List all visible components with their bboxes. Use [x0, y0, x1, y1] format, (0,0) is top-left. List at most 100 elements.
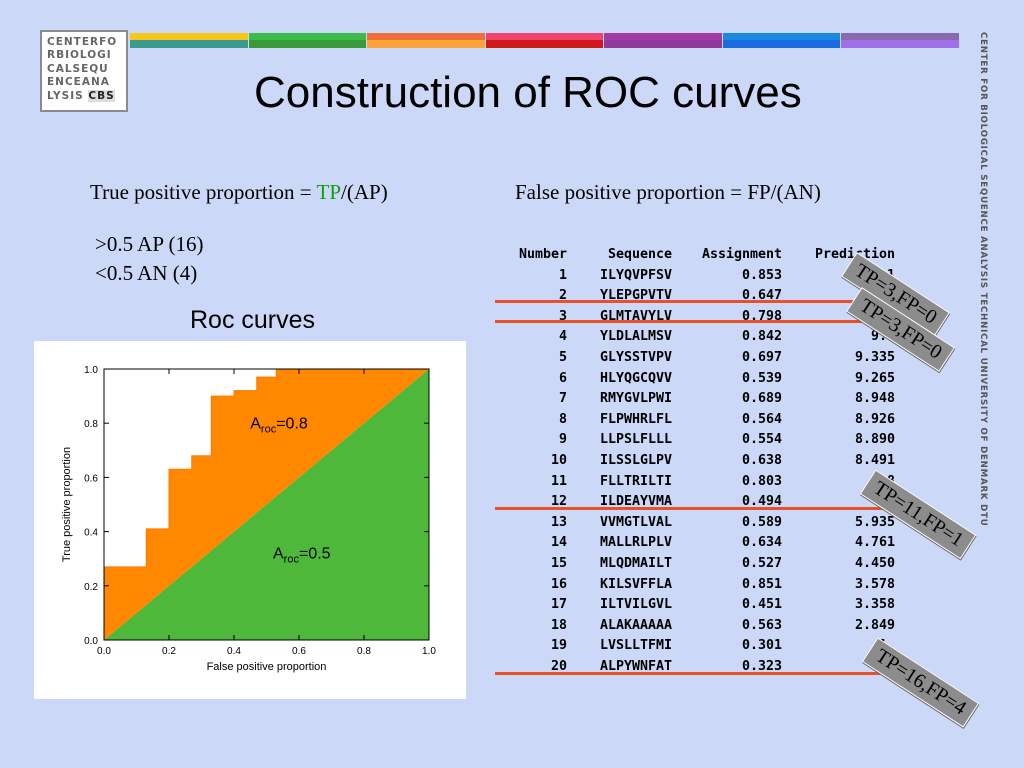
- an-count: <0.5 AN (4): [95, 261, 198, 285]
- auc-annotation-base: A: [273, 546, 284, 563]
- table-cell: FLPWHRLFL: [599, 411, 672, 427]
- color-stripe: [722, 33, 841, 48]
- table-cell: 0.638: [741, 452, 782, 468]
- roc-chart: 0.0 0.2 0.4 0.6 0.8 1.0 0.0 0.2 0.4 0.6 0.8 1.0 Fals…: [34, 341, 466, 699]
- tp-definition-prefix: True positive proportion =: [90, 180, 317, 204]
- color-stripe: [367, 33, 485, 48]
- table-cell: 8.491: [854, 452, 895, 468]
- roc-chart-svg: 0.0 0.2 0.4 0.6 0.8 1.0 0.0 0.2 0.4 0.6 0.8 1.0 Fals…: [61, 365, 436, 673]
- table-cell: 7: [558, 391, 567, 407]
- color-stripe: [841, 33, 960, 48]
- table-cell: 0.647: [741, 288, 782, 304]
- table-cell: 9.6: [870, 329, 895, 345]
- auc-annotation-value: =0.8: [276, 416, 308, 433]
- table-cell: LLPSLFLLL: [599, 432, 672, 448]
- color-stripe-bottom: [367, 40, 485, 48]
- color-stripe: [248, 33, 367, 48]
- tp-highlight: TP: [316, 180, 342, 204]
- y-tick-label: 0.2: [84, 582, 98, 593]
- table-cell: 0.563: [741, 617, 782, 633]
- table-cell: 13: [550, 514, 567, 530]
- ap-count: >0.5 AP (16): [95, 232, 204, 256]
- color-stripe-top: [722, 33, 841, 40]
- table-cell: GLYSSTVPV: [599, 349, 672, 365]
- table-cell: ILSSLGLPV: [599, 452, 672, 468]
- table-cell: 0.842: [741, 329, 782, 345]
- side-institution-text: CENTER FOR BIOLOGICAL SEQUENCE ANALYSIS …: [978, 32, 988, 527]
- table-cell: FLLTRILTI: [599, 473, 672, 489]
- table-cell: 16: [550, 576, 567, 592]
- table-cell: 4: [558, 329, 567, 345]
- x-axis-label: False positive proportion: [207, 661, 327, 673]
- logo-lysis: LYSIS: [47, 89, 84, 102]
- y-tick-label: 0.8: [84, 419, 98, 430]
- table-cell: 12: [550, 494, 567, 510]
- table-cell: 0.803: [741, 473, 782, 489]
- table-cell: 4.761: [854, 535, 895, 551]
- table-cell: 14: [550, 535, 567, 551]
- table-cell: 0.689: [741, 391, 782, 407]
- color-stripe: [485, 33, 604, 48]
- roc-curve-line: [103, 368, 429, 640]
- table-cell: 0.851: [741, 576, 782, 592]
- table-cell: Number: [518, 247, 567, 262]
- table-cell: 5: [558, 349, 567, 365]
- x-tick-label: 0.8: [357, 646, 371, 657]
- ap-an-counts: >0.5 AP (16) <0.5 AN (4): [95, 230, 204, 288]
- table-cell: 17: [550, 597, 567, 613]
- table-cell: 0.539: [741, 370, 782, 386]
- table-cell: 15: [550, 555, 567, 571]
- color-stripe-top: [604, 33, 722, 40]
- table-cell: YLEPGPVTV: [599, 288, 672, 304]
- logo-line: LYSIS CBS: [47, 89, 121, 103]
- plot-frame: [103, 368, 430, 641]
- table-cell: Assignment: [701, 247, 782, 262]
- table-cell: 0.589: [741, 514, 782, 530]
- tp-definition: True positive proportion = TP/(AP): [90, 180, 388, 205]
- color-stripe-bottom: [248, 40, 367, 48]
- table-cell: 8: [558, 411, 567, 427]
- table-cell: 20: [550, 658, 567, 674]
- table-cell: ILDEAYVMA: [599, 494, 672, 510]
- table-cell: 0.451: [741, 597, 782, 613]
- x-tick-label: 0.6: [292, 646, 306, 657]
- threshold-line: [495, 672, 892, 675]
- table-cell: 2: [558, 288, 567, 304]
- x-tick-label: 0.2: [162, 646, 176, 657]
- table-cell: 3.358: [854, 597, 895, 613]
- table-cell: 0.323: [741, 658, 782, 674]
- auc-annotation-sub: roc: [284, 554, 300, 566]
- table-cell: 3: [558, 308, 567, 324]
- color-stripe-bottom: [130, 40, 248, 48]
- table-cell: ALAKAAAAA: [599, 617, 672, 633]
- table-cell: ILYQVPFSV: [599, 267, 672, 283]
- table-cell: 5.935: [854, 514, 895, 530]
- table-cell: 8.948: [854, 391, 895, 407]
- logo-line: ENCEANA: [47, 76, 110, 89]
- table-cell: 8.890: [854, 432, 895, 448]
- color-stripe-bottom: [841, 40, 960, 48]
- threshold-line: [495, 300, 892, 303]
- logo-cbs: CBS: [88, 89, 115, 102]
- color-stripe-top: [485, 33, 604, 40]
- table-cell: ILTVILGVL: [599, 597, 672, 613]
- y-tick-label: 0.4: [84, 528, 98, 539]
- table-cell: 1: [497, 266, 895, 287]
- auc-model-area: [104, 369, 429, 640]
- table-cell: 1: [497, 286, 895, 307]
- roc-curves-label: Roc curves: [190, 306, 316, 334]
- x-tick-label: 0.4: [227, 646, 241, 657]
- color-stripe: [604, 33, 722, 48]
- table-cell: HLYQGCQVV: [599, 370, 672, 386]
- cbs-logo: CENTERFO RBIOLOGI CALSEQU ENCEANA LYSIS …: [40, 30, 128, 112]
- color-stripe-bottom: [604, 40, 722, 48]
- color-stripe-bottom: [722, 40, 841, 48]
- table-cell: 18: [550, 617, 567, 633]
- table-cell: Prediction: [497, 245, 895, 266]
- table-cell: 1: [497, 307, 895, 328]
- y-tick-label: 1.0: [84, 365, 98, 376]
- logo-line: RBIOLOGI: [47, 49, 112, 62]
- slide-title: Construction of ROC curves: [254, 68, 802, 117]
- table-cell: MLQDMAILT: [599, 555, 672, 571]
- callout-box: TP=16,FP=4: [861, 637, 980, 728]
